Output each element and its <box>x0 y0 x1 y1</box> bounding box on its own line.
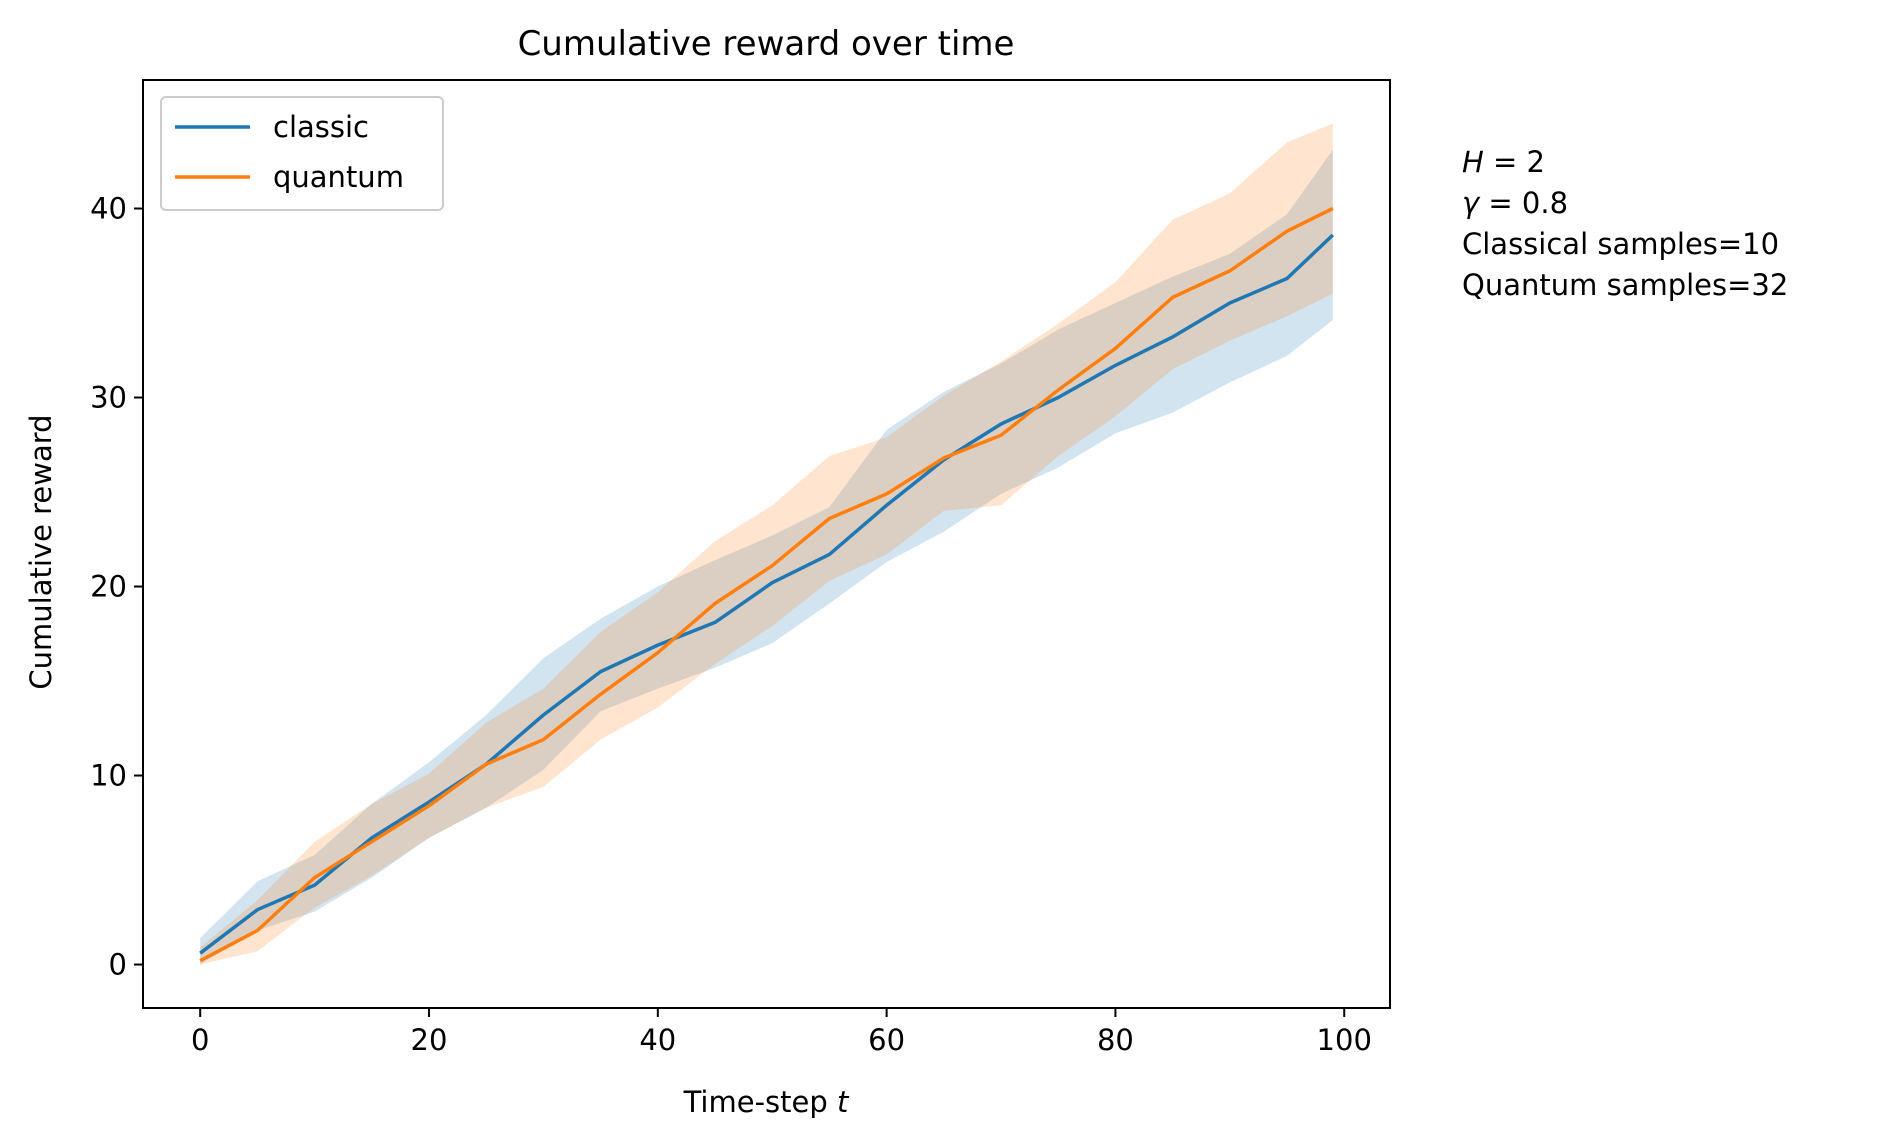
horizon-param: H = 2 <box>1462 145 1545 179</box>
y-tick-label: 0 <box>109 948 127 982</box>
x-tick-label: 40 <box>639 1023 676 1057</box>
y-axis-ticks: 0 10 20 30 40 <box>90 192 143 982</box>
plot-area <box>142 79 1391 1009</box>
x-axis-ticks: 0 20 40 60 80 100 <box>191 1008 1372 1057</box>
y-tick-label: 30 <box>90 381 127 415</box>
x-tick-label: 60 <box>868 1023 905 1057</box>
series-quantum-line <box>199 206 1334 963</box>
series-quantum-band <box>200 123 1333 965</box>
plot-frame <box>142 79 1391 1009</box>
legend-label-classic: classic <box>273 110 369 144</box>
parameters-annotation: H = 2 γ = 0.8 Classical samples=10 Quant… <box>1462 142 1788 306</box>
y-tick-label: 40 <box>90 192 127 226</box>
legend: classic quantum <box>160 96 444 211</box>
gamma-param: γ = 0.8 <box>1462 186 1569 220</box>
x-tick-label: 100 <box>1317 1023 1372 1057</box>
legend-label-quantum: quantum <box>273 160 404 194</box>
y-tick-label: 10 <box>90 759 127 793</box>
x-tick-label: 20 <box>411 1023 448 1057</box>
y-axis-label: Cumulative reward <box>24 414 58 689</box>
series-classic-line <box>199 233 1335 955</box>
x-tick-label: 80 <box>1097 1023 1134 1057</box>
x-axis-label: Time-step t <box>683 1085 850 1119</box>
series-classic-band <box>200 149 1333 965</box>
y-tick-label: 20 <box>90 570 127 604</box>
quantum-samples-param: Quantum samples=32 <box>1462 268 1789 302</box>
x-tick-label: 0 <box>191 1023 209 1057</box>
chart-title: Cumulative reward over time <box>518 24 1015 64</box>
classical-samples-param: Classical samples=10 <box>1462 227 1780 261</box>
